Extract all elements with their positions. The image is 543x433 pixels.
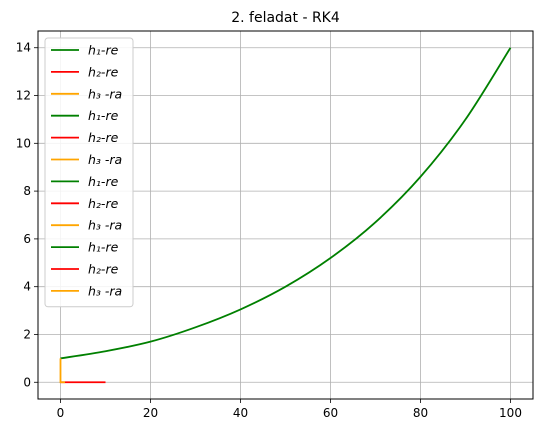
x-tick-label: 20 <box>143 406 158 420</box>
legend-label: h₃ -ra <box>88 218 122 233</box>
legend-label: h₂-re <box>88 196 119 211</box>
legend-label: h₁-re <box>88 43 119 58</box>
legend-label: h₂-re <box>88 64 119 79</box>
y-tick-label: 4 <box>23 280 31 294</box>
y-tick-label: 10 <box>16 136 31 150</box>
legend-entry: h₂-re <box>51 130 119 145</box>
y-tick-label: 0 <box>23 375 31 389</box>
legend-entry: h₃ -ra <box>51 218 122 233</box>
legend-label: h₃ -ra <box>88 152 122 167</box>
legend: h₁-re h₂-re h₃ -ra h₁-re h₂-re h₃ -ra h₁-re h₂-… <box>44 37 134 308</box>
series-line-3 <box>59 358 65 384</box>
y-tick-label: 12 <box>16 89 31 103</box>
tick-layer: 0 20 40 60 80 100 0 2 4 6 8 10 12 14 <box>16 41 522 420</box>
legend-label: h₁-re <box>88 108 119 123</box>
x-tick-label: 100 <box>499 406 522 420</box>
legend-label: h₁-re <box>88 174 119 189</box>
legend-label: h₁-re <box>88 240 119 255</box>
legend-entry: h₁-re <box>51 43 119 58</box>
x-tick-label: 0 <box>57 406 65 420</box>
chart-title: 2. feladat - RK4 <box>231 10 340 26</box>
series-line-1 <box>60 47 512 360</box>
legend-entry: h₁-re <box>51 108 119 123</box>
legend-label: h₃ -ra <box>88 283 122 298</box>
legend-entry: h₃ -ra <box>51 86 122 101</box>
y-tick-label: 2 <box>23 327 31 341</box>
legend-entry: h₃ -ra <box>51 283 122 298</box>
y-tick-label: 14 <box>16 41 31 55</box>
legend-entry: h₂-re <box>51 262 119 277</box>
series-layer <box>59 47 512 384</box>
legend-label: h₂-re <box>88 130 119 145</box>
legend-label: h₃ -ra <box>88 86 122 101</box>
y-tick-label: 8 <box>23 184 31 198</box>
legend-entry: h₁-re <box>51 240 119 255</box>
legend-entry: h₃ -ra <box>51 152 122 167</box>
x-tick-label: 80 <box>413 406 428 420</box>
y-tick-label: 6 <box>23 232 31 246</box>
plot-frame <box>37 30 534 400</box>
legend-box <box>44 37 134 308</box>
legend-entry: h₂-re <box>51 64 119 79</box>
legend-entry: h₂-re <box>51 196 119 211</box>
legend-entry: h₁-re <box>51 174 119 189</box>
x-tick-label: 60 <box>323 406 338 420</box>
legend-label: h₂-re <box>88 262 119 277</box>
x-tick-label: 40 <box>233 406 248 420</box>
